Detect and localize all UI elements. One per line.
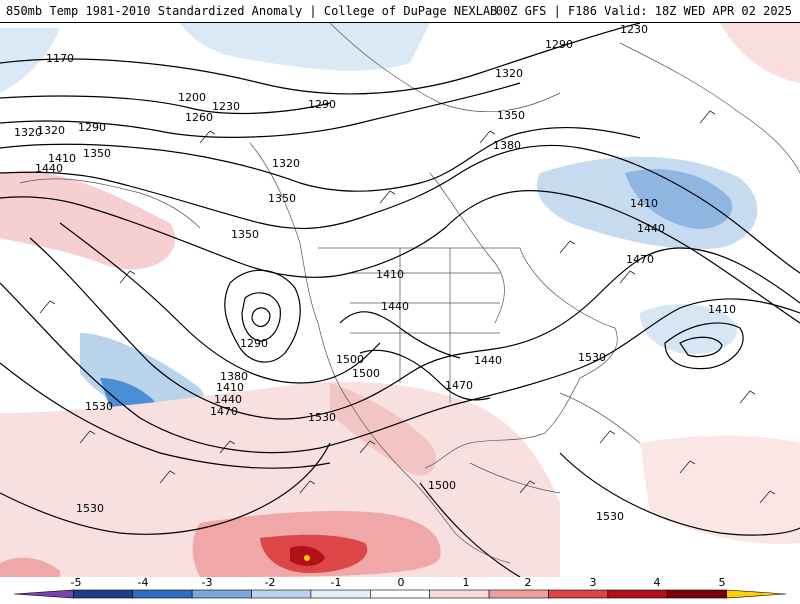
- contour-label: 1290: [308, 98, 336, 111]
- contour-label: 1290: [240, 337, 268, 350]
- contour-label: 1410: [216, 381, 244, 394]
- contour-label: 1350: [83, 147, 111, 160]
- contour-label: 1350: [268, 192, 296, 205]
- colorbar-segment: [73, 589, 134, 599]
- contour-label: 1470: [626, 253, 654, 266]
- contour-label: 1320: [272, 157, 300, 170]
- anomaly-shading: [0, 23, 800, 577]
- contour-label: 1410: [708, 303, 736, 316]
- colorbar-tick: 1: [463, 577, 470, 589]
- contour-label: 1530: [308, 411, 336, 424]
- contour-labels: 1170 1200 1230 1260 1290 1320 1290 1320 …: [14, 23, 736, 523]
- colorbar-tick: 0: [398, 577, 405, 589]
- contour-label: 1380: [220, 370, 248, 383]
- contour-label: 1350: [231, 228, 259, 241]
- contour-label: 1470: [210, 405, 238, 418]
- coastlines: [19, 23, 800, 564]
- contour-label: 1320: [14, 126, 42, 139]
- model-run-info: 00Z GFS | F186 Valid: 18Z WED APR 02 202…: [495, 4, 792, 18]
- contour-label: 1410: [48, 152, 76, 165]
- contour-label: 1440: [381, 300, 409, 313]
- contour-label: 1290: [545, 38, 573, 51]
- contour-label: 1530: [85, 400, 113, 413]
- colorbar-tick: -3: [202, 577, 213, 589]
- height-contours: [0, 23, 800, 577]
- contour-label: 1440: [474, 354, 502, 367]
- contour-label: 1440: [637, 222, 665, 235]
- colorbar-tick: 5: [719, 577, 726, 589]
- map-title: 850mb Temp 1981-2010 Standardized Anomal…: [6, 4, 498, 18]
- contour-label: 1290: [78, 121, 106, 134]
- contour-label: 1380: [493, 139, 521, 152]
- contour-label: 1500: [428, 479, 456, 492]
- anomaly-map: 1170 1200 1230 1260 1290 1320 1290 1320 …: [0, 23, 800, 577]
- contour-label: 1530: [76, 502, 104, 515]
- contour-label: 1470: [445, 379, 473, 392]
- contour-label: 1440: [214, 393, 242, 406]
- map-header: 850mb Temp 1981-2010 Standardized Anomal…: [0, 0, 800, 23]
- colorbar-segment: [548, 589, 609, 599]
- colorbar-segment: [13, 589, 74, 599]
- colorbar-tick: 2: [525, 577, 532, 589]
- colorbar-tick: -5: [71, 577, 82, 589]
- colorbar-tick: 4: [654, 577, 661, 589]
- contour-label: 1410: [630, 197, 658, 210]
- colorbar-segment: [607, 589, 668, 599]
- contour-label: 1230: [212, 100, 240, 113]
- colorbar-segment: [370, 589, 430, 599]
- wind-barbs: [39, 110, 776, 504]
- colorbar-segment: [310, 589, 371, 599]
- contour-label: 1500: [352, 367, 380, 380]
- contour-label: 1530: [578, 351, 606, 364]
- contour-label: 1350: [497, 109, 525, 122]
- colorbar-segments: [13, 589, 787, 599]
- anomaly-colorbar: -5 -4 -3 -2 -1 0 1 2 3 4 5: [0, 576, 800, 600]
- contour-label: 1320: [495, 67, 523, 80]
- colorbar-segment: [132, 589, 193, 599]
- contour-label: 1230: [620, 23, 648, 36]
- colorbar-tick: -1: [331, 577, 342, 589]
- colorbar-tick: -4: [138, 577, 149, 589]
- contour-label: 1530: [596, 510, 624, 523]
- contour-label: 1500: [336, 353, 364, 366]
- colorbar-segment: [251, 589, 312, 599]
- contour-label: 1170: [46, 52, 74, 65]
- colorbar-segment: [429, 589, 490, 599]
- contour-label: 1200: [178, 91, 206, 104]
- colorbar-tick: 3: [590, 577, 597, 589]
- colorbar-segment: [726, 589, 787, 599]
- contour-label: 1440: [35, 162, 63, 175]
- colorbar-segment: [191, 589, 252, 599]
- contour-label: 1260: [185, 111, 213, 124]
- colorbar-tick: -2: [265, 577, 276, 589]
- contour-label: 1320: [37, 124, 65, 137]
- colorbar-segment: [488, 589, 549, 599]
- contour-label: 1410: [376, 268, 404, 281]
- colorbar-segment: [666, 589, 727, 599]
